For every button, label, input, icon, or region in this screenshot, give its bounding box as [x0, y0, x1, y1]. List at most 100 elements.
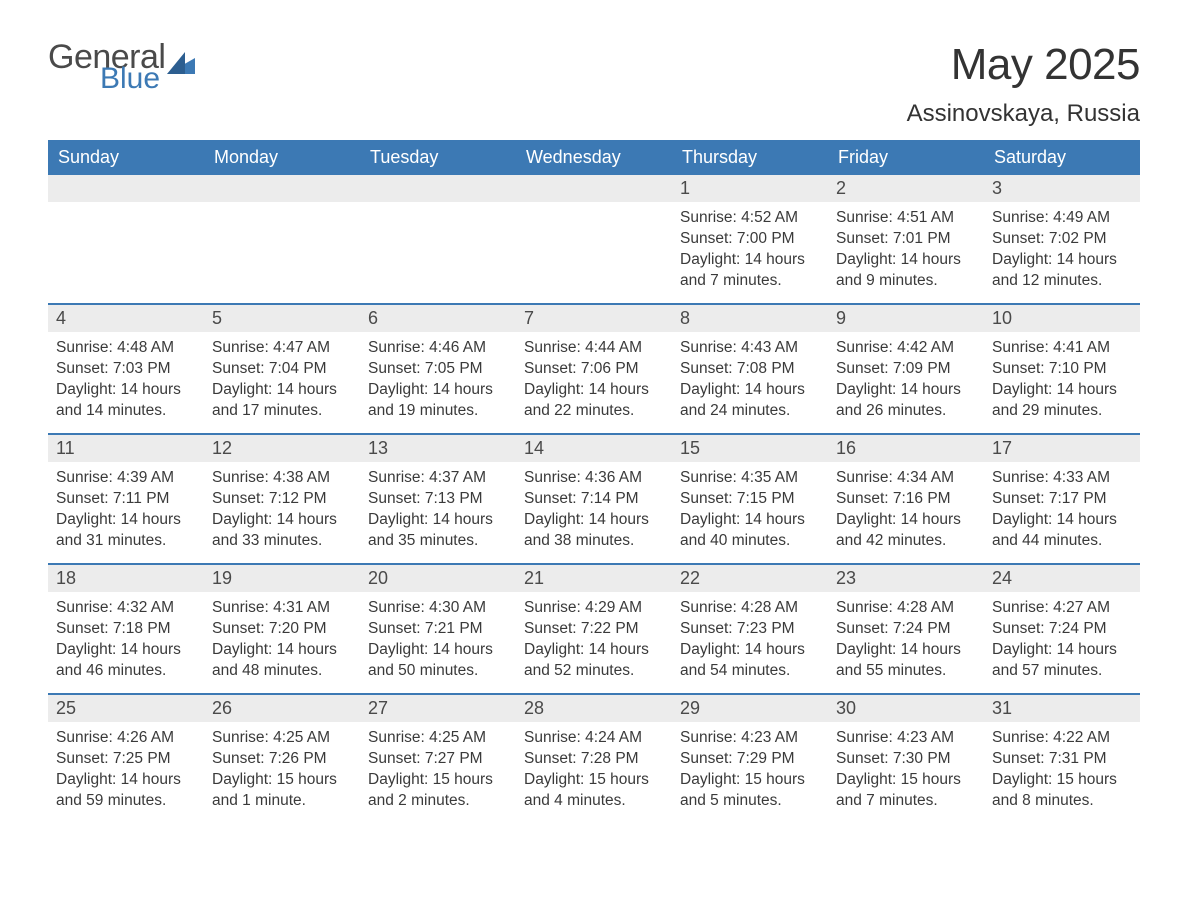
sunset-text: Sunset: 7:16 PM — [836, 489, 976, 510]
sunset-text: Sunset: 7:14 PM — [524, 489, 664, 510]
sunset-text: Sunset: 7:06 PM — [524, 359, 664, 380]
sunset-text: Sunset: 7:10 PM — [992, 359, 1132, 380]
title-block: May 2025 Assinovskaya, Russia — [907, 40, 1140, 128]
day-number: 20 — [360, 565, 516, 592]
sunrise-text: Sunrise: 4:25 AM — [212, 728, 352, 749]
calendar-header-cell: Saturday — [984, 140, 1140, 175]
sunrise-text: Sunrise: 4:32 AM — [56, 598, 196, 619]
day-details — [360, 202, 516, 218]
day-details: Sunrise: 4:31 AMSunset: 7:20 PMDaylight:… — [204, 592, 360, 692]
page-title: May 2025 — [907, 40, 1140, 90]
day-number: 23 — [828, 565, 984, 592]
calendar-day-cell: 17Sunrise: 4:33 AMSunset: 7:17 PMDayligh… — [984, 435, 1140, 563]
sunrise-text: Sunrise: 4:28 AM — [680, 598, 820, 619]
sunset-text: Sunset: 7:27 PM — [368, 749, 508, 770]
daylight-text: Daylight: 14 hours and 9 minutes. — [836, 250, 976, 292]
day-details: Sunrise: 4:52 AMSunset: 7:00 PMDaylight:… — [672, 202, 828, 302]
sunset-text: Sunset: 7:08 PM — [680, 359, 820, 380]
calendar-day-cell — [360, 175, 516, 303]
daylight-text: Daylight: 14 hours and 19 minutes. — [368, 380, 508, 422]
calendar-day-cell: 4Sunrise: 4:48 AMSunset: 7:03 PMDaylight… — [48, 305, 204, 433]
day-number: 28 — [516, 695, 672, 722]
daylight-text: Daylight: 14 hours and 59 minutes. — [56, 770, 196, 812]
sunrise-text: Sunrise: 4:28 AM — [836, 598, 976, 619]
page-header: General Blue May 2025 Assinovskaya, Russ… — [48, 40, 1140, 128]
day-number: 19 — [204, 565, 360, 592]
calendar-day-cell: 19Sunrise: 4:31 AMSunset: 7:20 PMDayligh… — [204, 565, 360, 693]
calendar-day-cell: 11Sunrise: 4:39 AMSunset: 7:11 PMDayligh… — [48, 435, 204, 563]
sunrise-text: Sunrise: 4:49 AM — [992, 208, 1132, 229]
calendar-day-cell: 23Sunrise: 4:28 AMSunset: 7:24 PMDayligh… — [828, 565, 984, 693]
calendar-day-cell — [516, 175, 672, 303]
sunrise-text: Sunrise: 4:51 AM — [836, 208, 976, 229]
calendar-day-cell — [204, 175, 360, 303]
sunrise-text: Sunrise: 4:41 AM — [992, 338, 1132, 359]
calendar-day-cell: 24Sunrise: 4:27 AMSunset: 7:24 PMDayligh… — [984, 565, 1140, 693]
day-number: 31 — [984, 695, 1140, 722]
calendar-day-cell: 26Sunrise: 4:25 AMSunset: 7:26 PMDayligh… — [204, 695, 360, 823]
calendar-week-row: 25Sunrise: 4:26 AMSunset: 7:25 PMDayligh… — [48, 693, 1140, 823]
day-details: Sunrise: 4:30 AMSunset: 7:21 PMDaylight:… — [360, 592, 516, 692]
day-number: 7 — [516, 305, 672, 332]
sunrise-text: Sunrise: 4:37 AM — [368, 468, 508, 489]
day-number: 27 — [360, 695, 516, 722]
sunrise-text: Sunrise: 4:46 AM — [368, 338, 508, 359]
day-number: 4 — [48, 305, 204, 332]
sunset-text: Sunset: 7:31 PM — [992, 749, 1132, 770]
day-details: Sunrise: 4:23 AMSunset: 7:30 PMDaylight:… — [828, 722, 984, 822]
sunrise-text: Sunrise: 4:33 AM — [992, 468, 1132, 489]
calendar-header-cell: Thursday — [672, 140, 828, 175]
sunrise-text: Sunrise: 4:44 AM — [524, 338, 664, 359]
day-number: 6 — [360, 305, 516, 332]
day-details: Sunrise: 4:24 AMSunset: 7:28 PMDaylight:… — [516, 722, 672, 822]
day-details: Sunrise: 4:23 AMSunset: 7:29 PMDaylight:… — [672, 722, 828, 822]
daylight-text: Daylight: 15 hours and 2 minutes. — [368, 770, 508, 812]
day-details: Sunrise: 4:34 AMSunset: 7:16 PMDaylight:… — [828, 462, 984, 562]
calendar-header-cell: Friday — [828, 140, 984, 175]
sunset-text: Sunset: 7:05 PM — [368, 359, 508, 380]
day-details — [516, 202, 672, 218]
day-details: Sunrise: 4:32 AMSunset: 7:18 PMDaylight:… — [48, 592, 204, 692]
day-number: 11 — [48, 435, 204, 462]
calendar-day-cell: 9Sunrise: 4:42 AMSunset: 7:09 PMDaylight… — [828, 305, 984, 433]
sunset-text: Sunset: 7:29 PM — [680, 749, 820, 770]
day-details: Sunrise: 4:22 AMSunset: 7:31 PMDaylight:… — [984, 722, 1140, 822]
sunset-text: Sunset: 7:00 PM — [680, 229, 820, 250]
calendar-header-cell: Wednesday — [516, 140, 672, 175]
day-details: Sunrise: 4:48 AMSunset: 7:03 PMDaylight:… — [48, 332, 204, 432]
sunset-text: Sunset: 7:02 PM — [992, 229, 1132, 250]
calendar-day-cell — [48, 175, 204, 303]
daylight-text: Daylight: 14 hours and 7 minutes. — [680, 250, 820, 292]
calendar-day-cell: 16Sunrise: 4:34 AMSunset: 7:16 PMDayligh… — [828, 435, 984, 563]
calendar-week-row: 11Sunrise: 4:39 AMSunset: 7:11 PMDayligh… — [48, 433, 1140, 563]
sunset-text: Sunset: 7:13 PM — [368, 489, 508, 510]
sunset-text: Sunset: 7:17 PM — [992, 489, 1132, 510]
day-details: Sunrise: 4:46 AMSunset: 7:05 PMDaylight:… — [360, 332, 516, 432]
sunrise-text: Sunrise: 4:36 AM — [524, 468, 664, 489]
daylight-text: Daylight: 15 hours and 7 minutes. — [836, 770, 976, 812]
sunset-text: Sunset: 7:24 PM — [992, 619, 1132, 640]
sunrise-text: Sunrise: 4:31 AM — [212, 598, 352, 619]
calendar-week-row: 4Sunrise: 4:48 AMSunset: 7:03 PMDaylight… — [48, 303, 1140, 433]
calendar-day-cell: 15Sunrise: 4:35 AMSunset: 7:15 PMDayligh… — [672, 435, 828, 563]
day-details: Sunrise: 4:47 AMSunset: 7:04 PMDaylight:… — [204, 332, 360, 432]
sunrise-text: Sunrise: 4:47 AM — [212, 338, 352, 359]
day-number: 13 — [360, 435, 516, 462]
day-number: 1 — [672, 175, 828, 202]
daylight-text: Daylight: 14 hours and 35 minutes. — [368, 510, 508, 552]
calendar-day-cell: 3Sunrise: 4:49 AMSunset: 7:02 PMDaylight… — [984, 175, 1140, 303]
day-number: 30 — [828, 695, 984, 722]
day-details — [204, 202, 360, 218]
day-number: 17 — [984, 435, 1140, 462]
daylight-text: Daylight: 14 hours and 42 minutes. — [836, 510, 976, 552]
day-details: Sunrise: 4:25 AMSunset: 7:27 PMDaylight:… — [360, 722, 516, 822]
calendar-day-cell: 21Sunrise: 4:29 AMSunset: 7:22 PMDayligh… — [516, 565, 672, 693]
day-number: 12 — [204, 435, 360, 462]
daylight-text: Daylight: 15 hours and 8 minutes. — [992, 770, 1132, 812]
sunset-text: Sunset: 7:28 PM — [524, 749, 664, 770]
day-details — [48, 202, 204, 218]
calendar-day-cell: 28Sunrise: 4:24 AMSunset: 7:28 PMDayligh… — [516, 695, 672, 823]
sunset-text: Sunset: 7:04 PM — [212, 359, 352, 380]
sunset-text: Sunset: 7:24 PM — [836, 619, 976, 640]
calendar-day-cell: 1Sunrise: 4:52 AMSunset: 7:00 PMDaylight… — [672, 175, 828, 303]
